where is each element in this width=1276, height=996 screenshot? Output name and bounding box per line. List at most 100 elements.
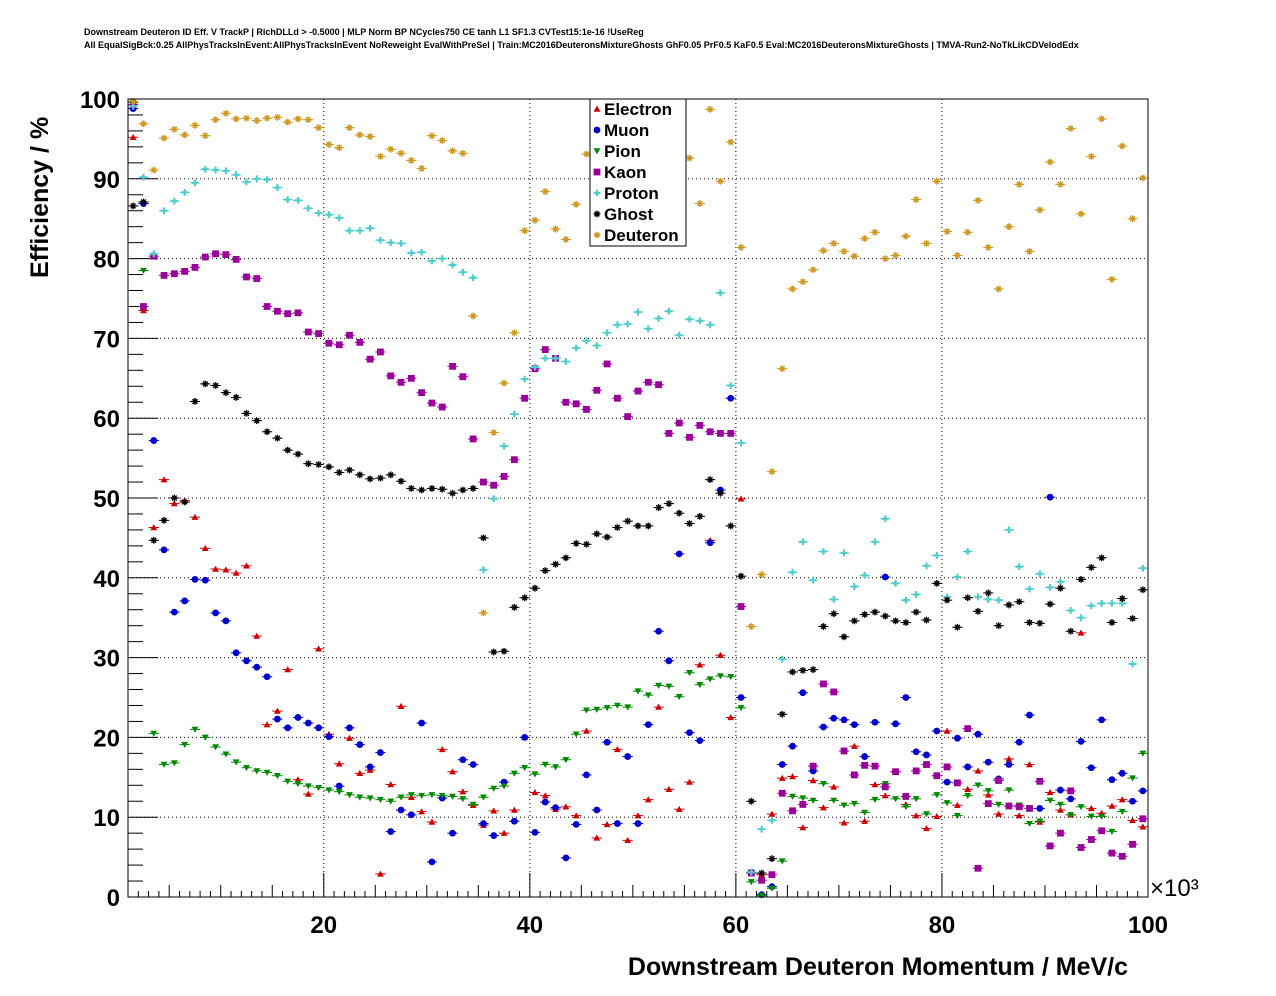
point-proton (840, 549, 848, 557)
point-kaon (335, 341, 343, 349)
point-proton (346, 227, 353, 235)
point-pion (583, 707, 590, 714)
point-muon (881, 573, 889, 581)
point-muon (222, 617, 230, 625)
point-ghost (552, 560, 559, 568)
point-pion (181, 741, 189, 748)
point-pion (809, 797, 817, 804)
point-deuteron (253, 117, 261, 124)
point-pion (912, 796, 920, 803)
point-deuteron (315, 124, 323, 132)
point-pion (1087, 813, 1095, 820)
point-pion (892, 796, 899, 803)
point-kaon (1139, 815, 1147, 823)
point-kaon (160, 271, 168, 279)
point-proton (170, 197, 178, 205)
point-pion (923, 811, 930, 818)
point-pion (624, 704, 632, 711)
point-electron (799, 824, 807, 831)
point-kaon (181, 267, 189, 275)
point-ghost (1005, 601, 1013, 609)
point-muon (1118, 769, 1126, 777)
point-ghost (778, 710, 786, 718)
point-ghost (356, 471, 364, 479)
point-muon (1129, 797, 1136, 805)
point-kaon (1087, 836, 1095, 843)
point-kaon (510, 456, 518, 464)
point-pion (789, 793, 796, 800)
point-deuteron (583, 150, 590, 158)
point-proton (881, 515, 889, 523)
point-ghost (737, 572, 745, 580)
point-muon (686, 729, 693, 737)
point-ghost (1098, 554, 1106, 562)
point-deuteron (387, 145, 395, 153)
point-ghost (284, 446, 292, 454)
point-ghost (1015, 598, 1023, 606)
point-kaon (840, 747, 848, 755)
point-muon (232, 649, 240, 657)
point-pion (1057, 801, 1064, 808)
point-proton (758, 825, 766, 833)
point-proton (418, 248, 426, 256)
point-proton (809, 576, 817, 584)
point-kaon (995, 777, 1003, 784)
point-ghost (613, 524, 621, 531)
point-deuteron (407, 157, 415, 164)
point-deuteron (964, 228, 972, 236)
point-proton (407, 249, 415, 257)
point-ghost (1046, 600, 1054, 608)
point-kaon (984, 800, 992, 808)
point-electron (1118, 796, 1126, 803)
point-ghost (768, 855, 776, 863)
point-proton (1057, 578, 1064, 586)
point-kaon (758, 876, 766, 884)
point-muon (1108, 776, 1116, 784)
point-electron (160, 476, 168, 483)
point-deuteron (459, 149, 467, 157)
point-electron (717, 651, 724, 658)
y-tick-label: 60 (93, 406, 120, 433)
point-pion (984, 788, 992, 795)
point-ghost (129, 202, 137, 210)
point-ghost (490, 648, 498, 656)
point-proton (521, 375, 529, 383)
point-electron (1015, 812, 1023, 819)
point-electron (304, 790, 312, 797)
point-pion (974, 782, 982, 789)
point-electron (170, 500, 178, 507)
point-proton (1139, 564, 1147, 572)
point-pion (366, 795, 374, 802)
point-deuteron (737, 244, 745, 251)
point-electron (675, 805, 683, 812)
point-proton (974, 593, 982, 601)
point-kaon (706, 428, 714, 436)
point-muon (335, 782, 343, 790)
legend-label-kaon: Kaon (604, 163, 647, 182)
point-pion (273, 772, 281, 780)
point-pion (407, 792, 415, 799)
point-muon (418, 719, 426, 727)
point-deuteron (881, 255, 889, 262)
point-pion (830, 797, 838, 804)
point-proton (861, 572, 869, 579)
point-pion (1098, 813, 1106, 820)
point-ghost (273, 434, 281, 442)
point-electron (387, 781, 395, 788)
point-pion (510, 770, 518, 777)
point-muon (315, 724, 323, 732)
point-deuteron (304, 116, 312, 124)
point-pion (541, 761, 549, 768)
point-deuteron (747, 623, 755, 630)
point-proton (789, 568, 796, 576)
point-ghost (820, 623, 827, 630)
point-electron (346, 734, 353, 741)
x-tick-label: 80 (929, 912, 956, 939)
point-electron (397, 702, 405, 709)
point-ghost (583, 540, 590, 548)
point-electron (644, 796, 652, 803)
point-proton (263, 176, 271, 183)
point-proton (1005, 526, 1013, 534)
point-muon (212, 609, 219, 617)
point-proton (1015, 563, 1023, 571)
